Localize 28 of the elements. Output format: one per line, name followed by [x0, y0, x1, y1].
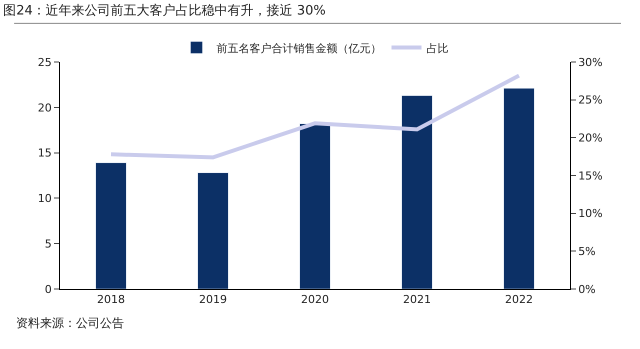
bar	[299, 123, 331, 289]
y-tick-label: 20	[38, 101, 52, 114]
y-tick-label: 0	[44, 282, 52, 296]
y-tick-label: 5	[44, 237, 52, 250]
x-tick-label: 2018	[97, 293, 125, 306]
line-series	[109, 74, 521, 160]
bar	[197, 172, 229, 289]
x-tick-label: 2019	[199, 293, 227, 306]
y2-tick-label: 0%	[578, 282, 596, 296]
y2-tick-label: 20%	[578, 132, 603, 145]
legend-label: 前五名客户合计销售金额（亿元）	[216, 42, 382, 55]
y2-tick-label: 10%	[578, 207, 603, 220]
bar	[503, 88, 535, 289]
x-tick-label: 2022	[505, 293, 533, 306]
y2-tick-label: 30%	[578, 56, 603, 69]
y2-tick-label: 25%	[578, 94, 603, 107]
y-tick-label: 10	[38, 192, 52, 206]
y-tick-label: 25	[38, 56, 52, 69]
chart-title: 图24：近年来公司前五大客户占比稳中有升，接近 30%	[3, 2, 326, 18]
bar	[95, 162, 127, 289]
x-tick-label: 2020	[301, 293, 329, 306]
bar	[401, 95, 433, 289]
legend-label: 占比	[426, 42, 448, 55]
y2-tick-label: 5%	[578, 245, 596, 258]
text: 资料来源：公司公告	[16, 316, 124, 330]
y-tick-label: 15	[38, 146, 52, 160]
x-tick-label: 2021	[403, 293, 431, 306]
y2-tick-label: 15%	[578, 169, 603, 182]
